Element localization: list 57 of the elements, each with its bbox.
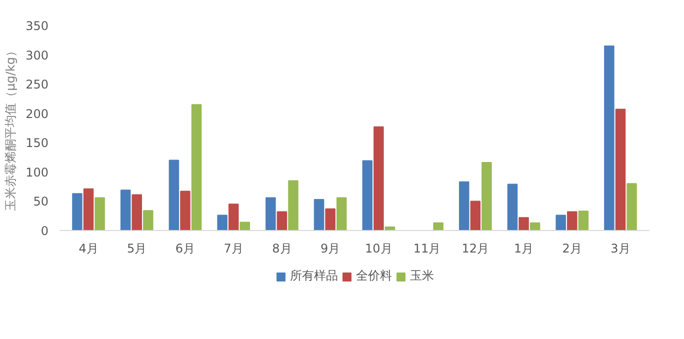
bar: [276, 211, 288, 230]
legend-label: 所有样品: [290, 268, 338, 284]
y-tick-label: 250: [26, 78, 48, 92]
bar: [626, 183, 637, 230]
bar: [240, 222, 250, 230]
x-tick-label: 5月: [127, 242, 147, 256]
bar: [530, 222, 540, 230]
x-tick-label: 3月: [610, 242, 630, 256]
y-tick-label: 100: [26, 165, 48, 180]
legend-label: 玉米: [410, 268, 434, 284]
x-tick-label: 11月: [413, 242, 441, 256]
bar: [72, 193, 82, 230]
bar: [518, 217, 529, 230]
y-axis-title: 玉米赤霉烯酮平均值（μg/kg）: [4, 45, 18, 211]
bar: [615, 108, 626, 230]
bar: [217, 214, 228, 230]
bar: [604, 46, 614, 230]
bar: [288, 180, 298, 230]
y-tick-label: 50: [33, 194, 49, 209]
bar: [458, 181, 470, 230]
x-tick-label: 8月: [272, 242, 292, 256]
legend-label: 全价料: [356, 268, 392, 284]
bar: [143, 210, 154, 230]
bar: [482, 162, 492, 230]
bar: [94, 197, 105, 230]
x-tick-label: 7月: [224, 242, 244, 256]
bar: [120, 190, 131, 230]
bar: [374, 126, 384, 230]
bar: [325, 208, 336, 230]
bar: [83, 188, 94, 230]
bar: [266, 197, 276, 230]
bar: [132, 194, 142, 230]
bar: [168, 160, 180, 230]
bar: [228, 204, 239, 230]
x-tick-label: 10月: [365, 242, 392, 256]
bar: [578, 210, 589, 230]
bar: [566, 211, 578, 230]
bar: [556, 214, 566, 230]
y-tick-label: 150: [26, 136, 48, 150]
bar: [314, 198, 324, 230]
x-tick-label: 4月: [78, 242, 98, 256]
bar: [470, 200, 481, 230]
y-tick-label: 200: [26, 106, 48, 121]
y-tick-label: 350: [26, 19, 48, 33]
bar: [336, 197, 347, 230]
x-tick-label: 12月: [462, 242, 490, 256]
y-tick-label: 300: [26, 48, 48, 62]
bar: [507, 184, 518, 230]
bar: [362, 160, 373, 230]
bar: [191, 104, 202, 230]
bar: [433, 222, 444, 230]
bar: [180, 190, 190, 230]
y-tick-label: 0: [40, 224, 49, 238]
x-tick-label: 9月: [320, 242, 340, 256]
x-tick-label: 1月: [514, 242, 534, 256]
x-tick-label: 6月: [175, 242, 196, 256]
x-tick-label: 2月: [562, 242, 582, 256]
